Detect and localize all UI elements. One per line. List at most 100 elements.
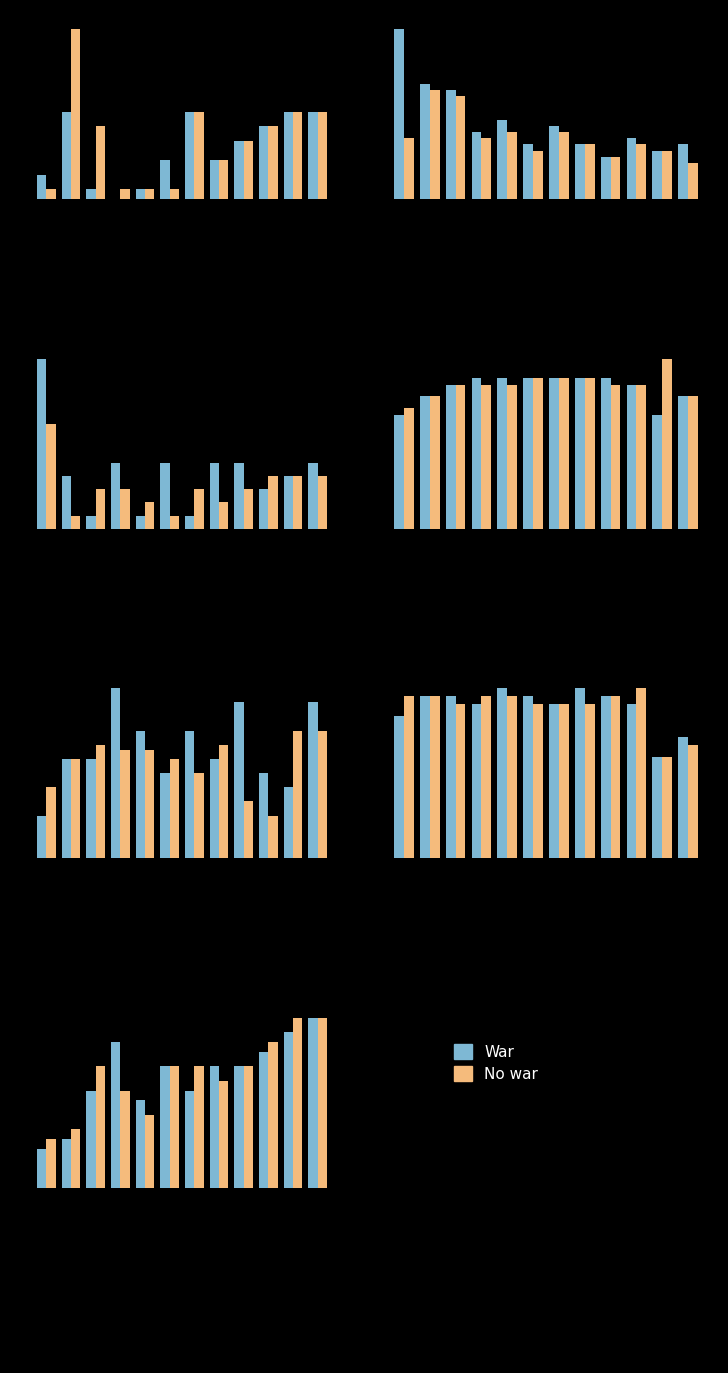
Bar (559, 132, 569, 199)
Bar (145, 751, 154, 858)
Bar (575, 378, 585, 529)
Bar (404, 696, 414, 858)
Bar (420, 696, 430, 858)
Bar (678, 144, 688, 199)
Bar (601, 378, 611, 529)
Bar (87, 759, 95, 858)
Bar (523, 144, 533, 199)
Bar (678, 737, 688, 858)
Bar (71, 515, 80, 529)
Bar (585, 704, 595, 858)
Bar (210, 463, 219, 529)
Bar (259, 773, 269, 858)
Bar (62, 1140, 71, 1188)
Bar (145, 503, 154, 529)
Bar (71, 29, 80, 199)
Bar (611, 157, 620, 199)
Bar (111, 688, 120, 858)
Bar (95, 126, 105, 199)
Bar (688, 397, 698, 529)
Bar (170, 759, 179, 858)
Bar (111, 463, 120, 529)
Bar (430, 696, 440, 858)
Bar (456, 384, 465, 529)
Bar (652, 757, 662, 858)
Bar (219, 503, 229, 529)
Legend: War, No war: War, No war (454, 1043, 538, 1082)
Bar (160, 1067, 170, 1188)
Bar (308, 111, 317, 199)
Bar (269, 1042, 277, 1188)
Bar (47, 787, 56, 858)
Bar (662, 757, 672, 858)
Bar (194, 1067, 204, 1188)
Bar (210, 161, 219, 199)
Bar (37, 816, 47, 858)
Bar (160, 161, 170, 199)
Bar (145, 189, 154, 199)
Bar (446, 89, 456, 199)
Bar (37, 1149, 47, 1188)
Bar (244, 141, 253, 199)
Bar (71, 759, 80, 858)
Bar (160, 773, 170, 858)
Bar (394, 415, 404, 529)
Bar (293, 730, 302, 858)
Bar (259, 1052, 269, 1188)
Bar (481, 139, 491, 199)
Bar (481, 696, 491, 858)
Bar (662, 358, 672, 529)
Bar (627, 704, 636, 858)
Bar (456, 704, 465, 858)
Bar (219, 744, 229, 858)
Bar (62, 759, 71, 858)
Bar (585, 378, 595, 529)
Bar (317, 730, 327, 858)
Bar (145, 1115, 154, 1188)
Bar (317, 1017, 327, 1188)
Bar (244, 489, 253, 529)
Bar (481, 384, 491, 529)
Bar (244, 1067, 253, 1188)
Bar (507, 132, 517, 199)
Bar (507, 696, 517, 858)
Bar (601, 157, 611, 199)
Bar (611, 384, 620, 529)
Bar (293, 111, 302, 199)
Bar (497, 121, 507, 199)
Bar (194, 111, 204, 199)
Bar (135, 1100, 145, 1188)
Bar (120, 1090, 130, 1188)
Bar (549, 126, 559, 199)
Bar (293, 476, 302, 529)
Bar (559, 704, 569, 858)
Bar (135, 730, 145, 858)
Bar (533, 151, 543, 199)
Bar (317, 476, 327, 529)
Bar (234, 141, 244, 199)
Bar (308, 1017, 317, 1188)
Bar (472, 378, 481, 529)
Bar (47, 189, 56, 199)
Bar (95, 744, 105, 858)
Bar (95, 489, 105, 529)
Bar (234, 703, 244, 858)
Bar (284, 1032, 293, 1188)
Bar (420, 84, 430, 199)
Bar (210, 759, 219, 858)
Bar (269, 476, 277, 529)
Bar (269, 816, 277, 858)
Bar (185, 730, 194, 858)
Bar (611, 696, 620, 858)
Bar (652, 151, 662, 199)
Bar (317, 111, 327, 199)
Bar (87, 515, 95, 529)
Bar (549, 704, 559, 858)
Bar (636, 144, 646, 199)
Bar (430, 397, 440, 529)
Bar (234, 463, 244, 529)
Bar (87, 189, 95, 199)
Bar (219, 161, 229, 199)
Bar (259, 489, 269, 529)
Bar (523, 378, 533, 529)
